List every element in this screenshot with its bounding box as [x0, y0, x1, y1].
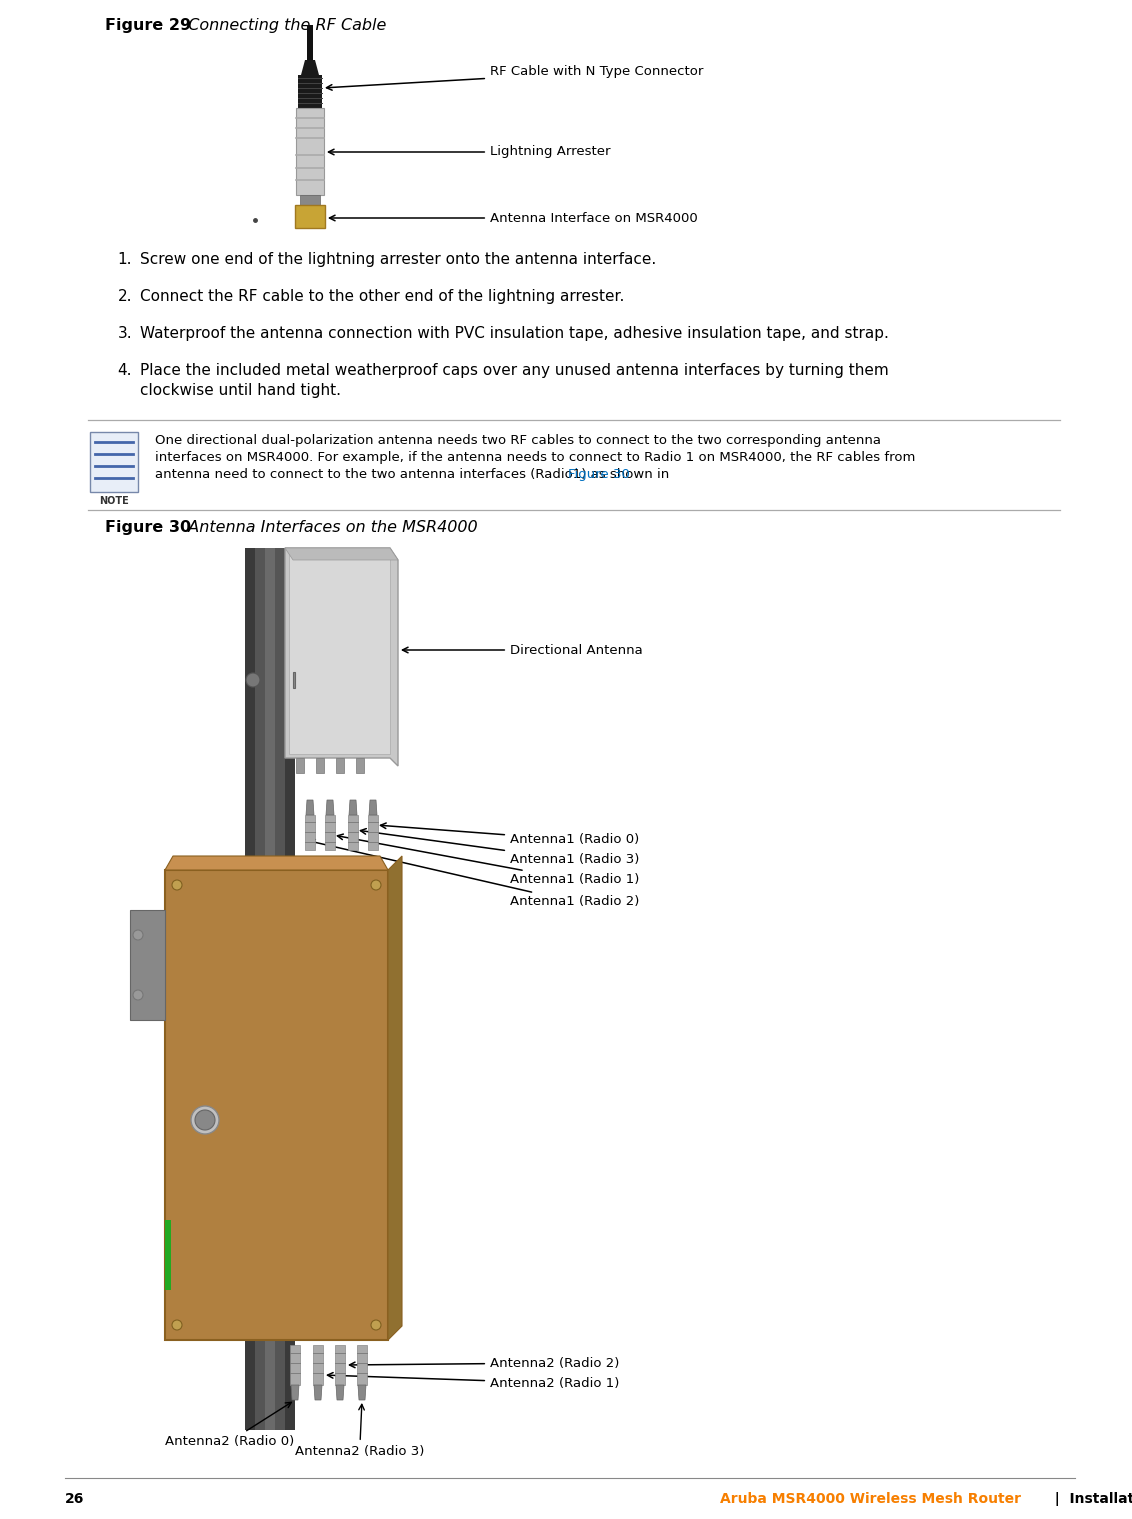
Polygon shape — [295, 108, 324, 194]
Polygon shape — [305, 816, 315, 851]
Polygon shape — [300, 194, 320, 205]
Text: Antenna2 (Radio 1): Antenna2 (Radio 1) — [327, 1373, 619, 1390]
Text: Screw one end of the lightning arrester onto the antenna interface.: Screw one end of the lightning arrester … — [140, 252, 657, 267]
Text: clockwise until hand tight.: clockwise until hand tight. — [140, 383, 341, 398]
Polygon shape — [285, 548, 398, 561]
Circle shape — [172, 1320, 182, 1331]
Polygon shape — [301, 59, 319, 74]
Circle shape — [172, 880, 182, 890]
Text: Directional Antenna: Directional Antenna — [403, 644, 643, 656]
Polygon shape — [355, 758, 365, 773]
Text: NOTE: NOTE — [100, 497, 129, 506]
Polygon shape — [314, 1344, 323, 1385]
Polygon shape — [285, 548, 398, 766]
Text: Antenna2 (Radio 2): Antenna2 (Radio 2) — [350, 1356, 619, 1370]
Polygon shape — [293, 671, 295, 688]
Text: Antenna Interface on MSR4000: Antenna Interface on MSR4000 — [329, 211, 697, 225]
Polygon shape — [358, 1385, 366, 1401]
Text: Antenna2 (Radio 0): Antenna2 (Radio 0) — [165, 1402, 294, 1448]
Text: Aruba MSR4000 Wireless Mesh Router: Aruba MSR4000 Wireless Mesh Router — [720, 1492, 1021, 1505]
Circle shape — [132, 990, 143, 1000]
Polygon shape — [298, 74, 321, 108]
Polygon shape — [349, 801, 357, 816]
Text: Antenna1 (Radio 3): Antenna1 (Radio 3) — [360, 828, 640, 866]
Text: Figure 30: Figure 30 — [567, 468, 629, 482]
Polygon shape — [165, 870, 388, 1340]
Text: 3.: 3. — [118, 327, 132, 340]
Text: Waterproof the antenna connection with PVC insulation tape, adhesive insulation : Waterproof the antenna connection with P… — [140, 327, 889, 340]
Polygon shape — [325, 816, 335, 851]
Polygon shape — [316, 758, 324, 773]
Polygon shape — [335, 1344, 345, 1385]
Polygon shape — [388, 857, 402, 1340]
Circle shape — [132, 930, 143, 940]
Text: RF Cable with N Type Connector: RF Cable with N Type Connector — [326, 65, 703, 90]
Text: Antenna Interfaces on the MSR4000: Antenna Interfaces on the MSR4000 — [178, 519, 478, 535]
Text: One directional dual-polarization antenna needs two RF cables to connect to the : One directional dual-polarization antenn… — [155, 434, 881, 447]
Text: Antenna2 (Radio 3): Antenna2 (Radio 3) — [295, 1405, 424, 1458]
Text: 26: 26 — [65, 1492, 85, 1505]
FancyBboxPatch shape — [91, 431, 138, 492]
Text: antenna need to connect to the two antenna interfaces (Radio1) as shown in: antenna need to connect to the two anten… — [155, 468, 674, 482]
Text: |  Installation Guide: | Installation Guide — [1045, 1492, 1132, 1505]
Text: Figure 30: Figure 30 — [105, 519, 191, 535]
Text: 1.: 1. — [118, 252, 132, 267]
Polygon shape — [289, 551, 391, 753]
Polygon shape — [306, 801, 314, 816]
Text: Place the included metal weatherproof caps over any unused antenna interfaces by: Place the included metal weatherproof ca… — [140, 363, 889, 378]
Polygon shape — [336, 1385, 344, 1401]
Polygon shape — [369, 801, 377, 816]
Polygon shape — [255, 548, 265, 1429]
Polygon shape — [290, 1344, 300, 1385]
Text: 4.: 4. — [118, 363, 132, 378]
Text: Connect the RF cable to the other end of the lightning arrester.: Connect the RF cable to the other end of… — [140, 289, 625, 304]
Circle shape — [191, 1106, 218, 1135]
Polygon shape — [295, 205, 325, 228]
Polygon shape — [295, 758, 305, 773]
Text: Connecting the RF Cable: Connecting the RF Cable — [178, 18, 386, 33]
Polygon shape — [368, 816, 378, 851]
Text: Antenna1 (Radio 1): Antenna1 (Radio 1) — [337, 834, 640, 887]
Text: Figure 29: Figure 29 — [105, 18, 191, 33]
Polygon shape — [265, 548, 275, 1429]
Polygon shape — [326, 801, 334, 816]
Circle shape — [371, 1320, 381, 1331]
Polygon shape — [130, 910, 165, 1019]
Polygon shape — [245, 548, 255, 1429]
Circle shape — [195, 1110, 215, 1130]
Polygon shape — [165, 1220, 171, 1290]
Circle shape — [371, 880, 381, 890]
Text: Antenna1 (Radio 2): Antenna1 (Radio 2) — [309, 840, 640, 908]
Text: Lightning Arrester: Lightning Arrester — [328, 146, 610, 158]
Polygon shape — [307, 24, 314, 59]
Text: Antenna1 (Radio 0): Antenna1 (Radio 0) — [380, 823, 640, 846]
Polygon shape — [314, 1385, 321, 1401]
Text: interfaces on MSR4000. For example, if the antenna needs to connect to Radio 1 o: interfaces on MSR4000. For example, if t… — [155, 451, 916, 463]
Text: 2.: 2. — [118, 289, 132, 304]
Polygon shape — [285, 548, 295, 1429]
Polygon shape — [348, 816, 358, 851]
Polygon shape — [336, 758, 344, 773]
Polygon shape — [165, 857, 388, 870]
Polygon shape — [291, 1385, 299, 1401]
Polygon shape — [357, 1344, 367, 1385]
Polygon shape — [275, 548, 285, 1429]
Circle shape — [246, 673, 260, 687]
